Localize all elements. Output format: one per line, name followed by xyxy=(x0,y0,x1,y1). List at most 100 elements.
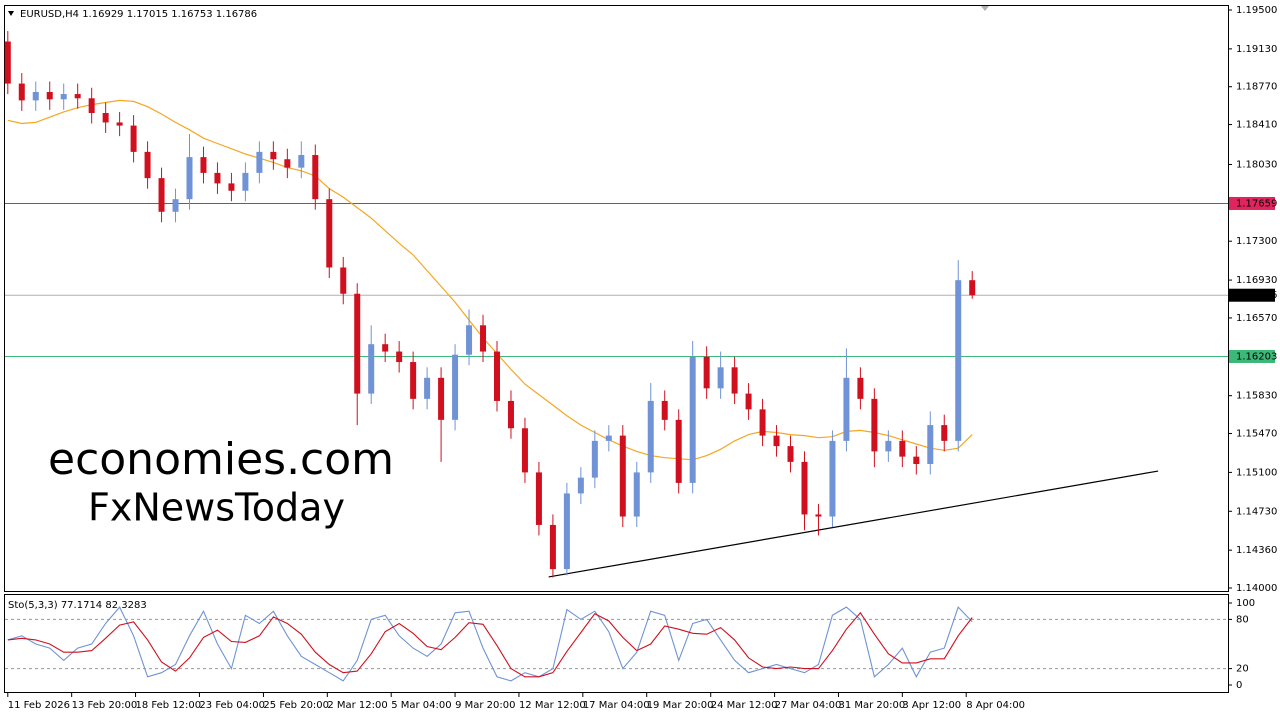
candle-body xyxy=(480,325,487,352)
candle-body xyxy=(563,493,570,570)
moving-average xyxy=(7,99,973,461)
candle-body xyxy=(46,91,53,100)
candle-body xyxy=(284,159,291,168)
x-tick-label: 24 Mar 12:00 xyxy=(711,700,778,711)
x-tick-label: 18 Feb 12:00 xyxy=(136,700,202,711)
x-tick-label: 25 Feb 20:00 xyxy=(263,700,329,711)
chart-title: EURUSD,H4 1.16929 1.17015 1.16753 1.1678… xyxy=(20,9,257,20)
candle-body xyxy=(270,151,277,160)
y-tick-label: 1.15470 xyxy=(1236,429,1277,440)
candle-body xyxy=(927,425,934,464)
candle-body xyxy=(717,367,724,389)
candle-body xyxy=(661,400,668,420)
candle-body xyxy=(633,472,640,517)
candle-body xyxy=(144,151,151,179)
candle-body xyxy=(466,325,473,355)
candle-body xyxy=(521,428,528,473)
y-tick-label: 1.19130 xyxy=(1236,44,1277,55)
candle-body xyxy=(368,344,375,394)
candle-body xyxy=(801,461,808,515)
candle-body xyxy=(228,183,235,191)
candle-body xyxy=(549,524,556,570)
candle-body xyxy=(913,456,920,464)
candle-body xyxy=(200,157,207,173)
candle-body xyxy=(312,155,319,200)
candle-body xyxy=(507,400,514,429)
y-tick-label: 1.18770 xyxy=(1236,82,1277,93)
candle-body xyxy=(298,155,305,168)
candle-body xyxy=(214,172,221,184)
y-tick-label: 20 xyxy=(1236,664,1249,675)
candle-body xyxy=(438,377,445,420)
candle-body xyxy=(829,440,836,517)
candle-body xyxy=(969,280,976,296)
y-tick-label: 1.18030 xyxy=(1236,159,1277,170)
candle-body xyxy=(186,157,193,200)
x-tick-label: 19 Mar 20:00 xyxy=(647,700,714,711)
candle-body xyxy=(172,199,179,212)
candle-body xyxy=(130,125,137,152)
stochastic-panel xyxy=(4,594,1229,693)
price-level-label: 1.16786 xyxy=(1236,290,1277,301)
candle-body xyxy=(899,440,906,457)
y-tick-label: 1.17300 xyxy=(1236,236,1277,247)
y-tick-label: 1.18410 xyxy=(1236,120,1277,131)
candle-body xyxy=(116,122,123,126)
candle-body xyxy=(102,112,109,123)
y-tick-label: 1.16930 xyxy=(1236,275,1277,286)
y-tick-label: 1.14730 xyxy=(1236,506,1277,517)
candle-body xyxy=(424,377,431,399)
y-tick-label: 80 xyxy=(1236,614,1249,625)
x-tick-label: 8 Apr 04:00 xyxy=(966,700,1025,711)
candle-body xyxy=(773,435,780,447)
candle-body xyxy=(675,419,682,483)
candle-body xyxy=(256,151,263,173)
indicator-title: Sto(5,3,3) 77.1714 82.3283 xyxy=(8,600,147,611)
price-label-box xyxy=(1229,349,1275,363)
x-tick-label: 12 Mar 12:00 xyxy=(519,700,586,711)
candle-body xyxy=(354,293,361,394)
y-tick-label: 1.15100 xyxy=(1236,467,1277,478)
candle-body xyxy=(605,435,612,441)
trendline xyxy=(548,470,1159,578)
shift-marker xyxy=(981,6,989,11)
candle-body xyxy=(941,425,948,441)
y-tick-label: 1.19500 xyxy=(1236,5,1277,16)
candle-body xyxy=(689,356,696,483)
x-tick-label: 31 Mar 20:00 xyxy=(838,700,905,711)
candle-body xyxy=(396,351,403,363)
price-level-label: 1.16203 xyxy=(1236,351,1277,362)
candle-body xyxy=(871,398,878,452)
candle-body xyxy=(18,83,25,101)
y-tick-label: 100 xyxy=(1236,598,1255,609)
candle-body xyxy=(731,367,738,394)
candle-body xyxy=(242,172,249,191)
x-tick-label: 2 Mar 12:00 xyxy=(327,700,387,711)
y-tick-label: 0 xyxy=(1236,680,1242,691)
symbol-arrow xyxy=(8,11,14,16)
candle-body xyxy=(340,267,347,294)
watermark: economies.com xyxy=(48,434,394,485)
y-tick-label: 1.16570 xyxy=(1236,313,1277,324)
price-label-box xyxy=(1229,196,1275,210)
candle-body xyxy=(815,514,822,517)
x-tick-label: 3 Apr 12:00 xyxy=(902,700,961,711)
candle-body xyxy=(647,400,654,473)
candle-body xyxy=(535,472,542,525)
candle-body xyxy=(591,440,598,478)
x-tick-label: 23 Feb 04:00 xyxy=(199,700,265,711)
candle-body xyxy=(955,280,962,441)
x-tick-label: 27 Mar 04:00 xyxy=(775,700,842,711)
candle-body xyxy=(74,94,81,99)
y-tick-label: 1.15830 xyxy=(1236,391,1277,402)
x-tick-label: 11 Feb 2026 xyxy=(8,700,70,711)
candle-body xyxy=(60,94,67,100)
candle-body xyxy=(4,41,11,84)
stochastic-line xyxy=(7,611,973,678)
price-label-box xyxy=(1229,288,1275,302)
watermark: FxNewsToday xyxy=(88,486,345,530)
candle-body xyxy=(410,362,417,399)
candle-body xyxy=(619,435,626,517)
